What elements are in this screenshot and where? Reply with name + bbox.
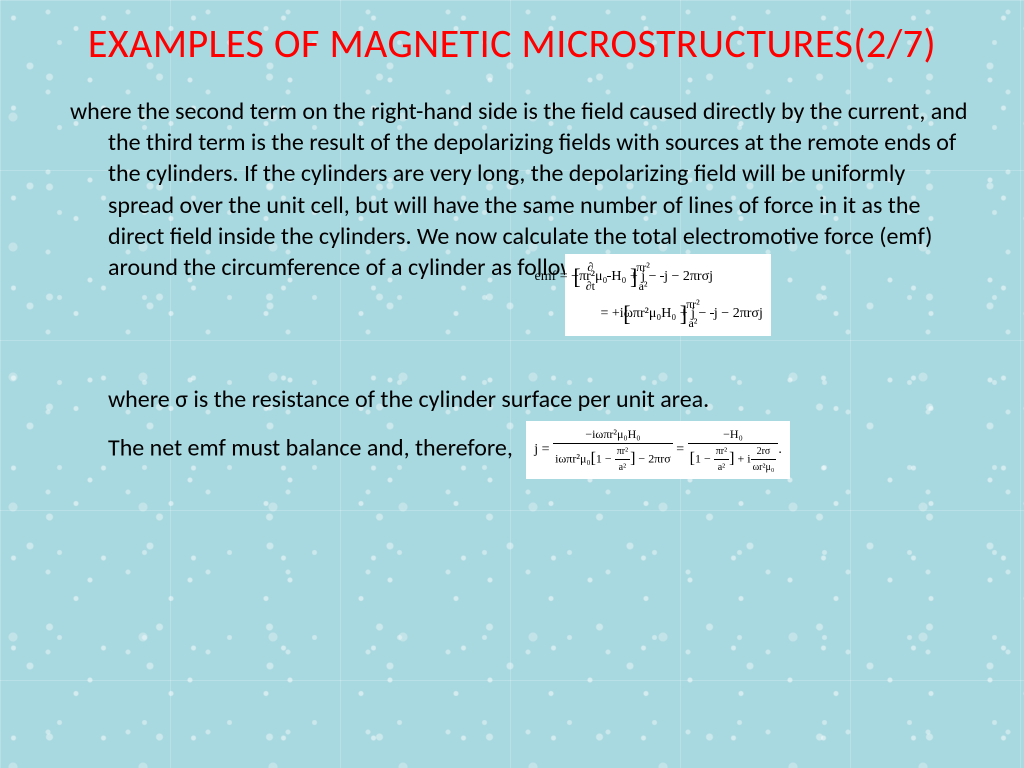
eq2-f1-den: iωπr²μ₀[1 − πr²a²] − 2πrσ bbox=[553, 444, 673, 475]
eq2-f2-if2d: ωr²μ₀ bbox=[751, 460, 777, 475]
paragraph-1: where the second term on the right-hand … bbox=[50, 96, 974, 336]
equation-2: j = −iωπr²μ₀H₀ iωπr²μ₀[1 − πr²a²] − 2πrσ… bbox=[526, 421, 790, 479]
eq1-l2-tail: − 2πrσj bbox=[718, 306, 763, 321]
eq2-f1-bp: 1 − bbox=[596, 451, 612, 465]
eq2-f1-num: −iωπr²μ₀H₀ bbox=[553, 425, 673, 444]
eq2-f2-if2: 2rσωr²μ₀ bbox=[751, 444, 777, 475]
eq1-line1: emf = −πr²μ₀∂∂t[H₀ + j − πr²a²j] − 2πrσj bbox=[535, 269, 714, 284]
eq2-f1-ifn: πr² bbox=[615, 444, 630, 460]
paragraph-3: The net emf must balance and, therefore,… bbox=[50, 421, 974, 479]
eq2-f2-if1n: πr² bbox=[714, 444, 729, 460]
eq2-f1-ds: − 2πrσ bbox=[635, 451, 670, 465]
para1-text: where the second term on the right-hand … bbox=[70, 97, 967, 282]
eq1-l1-tail: − 2πrσj bbox=[668, 269, 713, 284]
eq1-l1-prefix: emf = −πr²μ₀ bbox=[535, 269, 608, 284]
eq2-f1-ifd: a² bbox=[615, 460, 630, 475]
eq2-frac2: −H₀ [1 − πr²a²] + i2rσωr²μ₀ bbox=[688, 425, 779, 475]
para3-text: The net emf must balance and, therefore, bbox=[108, 434, 513, 463]
slide-container: EXAMPLES OF MAGNETIC MICROSTRUCTURES(2/7… bbox=[0, 0, 1024, 768]
eq1-l2-prefix: = +iωπr²μ₀ bbox=[601, 306, 662, 321]
eq2-f1-innerfrac: πr²a² bbox=[615, 444, 630, 475]
eq2-f2-if2n: 2rσ bbox=[751, 444, 777, 460]
eq2-frac1: −iωπr²μ₀H₀ iωπr²μ₀[1 − πr²a²] − 2πrσ bbox=[553, 425, 673, 475]
equation-1: emf = −πr²μ₀∂∂t[H₀ + j − πr²a²j] − 2πrσj… bbox=[565, 254, 771, 336]
eq2-f2-if1: πr²a² bbox=[714, 444, 729, 475]
eq1-line2: = +iωπr²μ₀[H₀ + j − πr²a²j] − 2πrσj bbox=[573, 306, 763, 321]
eq2-f2-dm: + i bbox=[734, 451, 750, 465]
eq2-mid: = bbox=[676, 442, 687, 457]
eq2-f2-den: [1 − πr²a²] + i2rσωr²μ₀ bbox=[688, 444, 779, 475]
eq2-f2-if1d: a² bbox=[714, 460, 729, 475]
equation-1-wrap: emf = −πr²μ₀∂∂t[H₀ + j − πr²a²j] − 2πrσj… bbox=[599, 252, 771, 336]
slide-title: EXAMPLES OF MAGNETIC MICROSTRUCTURES(2/7… bbox=[50, 20, 974, 68]
paragraph-2: where σ is the resistance of the cylinde… bbox=[50, 384, 974, 415]
eq2-f1-dp: iωπr²μ₀ bbox=[555, 451, 591, 465]
eq2-line: j = −iωπr²μ₀H₀ iωπr²μ₀[1 − πr²a²] − 2πrσ… bbox=[534, 442, 782, 457]
eq2-tail: . bbox=[778, 442, 782, 457]
eq2-lhs: j = bbox=[534, 442, 549, 457]
eq2-f2-num: −H₀ bbox=[688, 425, 779, 444]
eq2-f2-bp: 1 − bbox=[695, 451, 711, 465]
